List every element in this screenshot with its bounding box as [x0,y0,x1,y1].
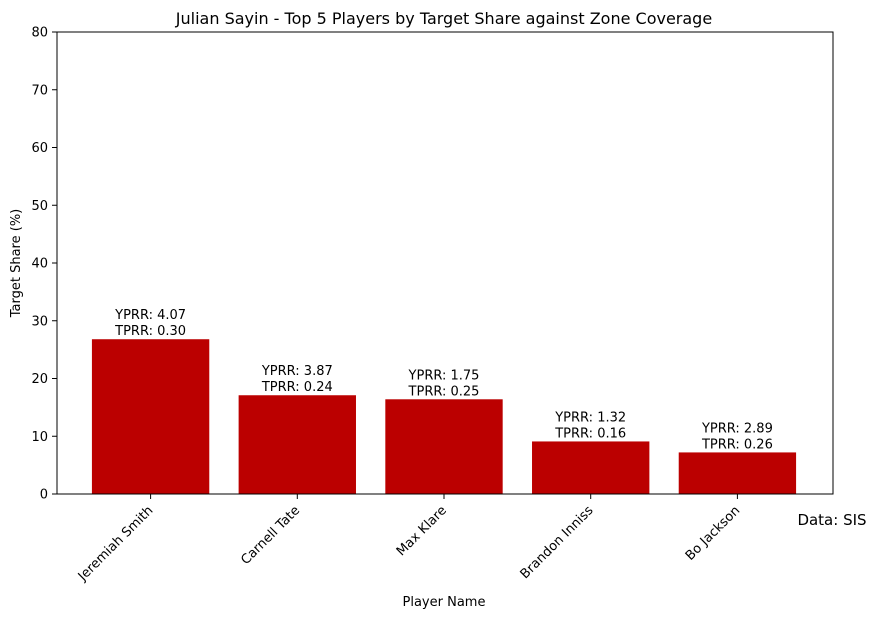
bar [385,399,503,494]
bar-label-yprr: YPRR: 2.89 [701,421,773,436]
y-tick-label: 10 [31,430,48,445]
bar-label-tprr: TPRR: 0.24 [261,380,333,395]
y-tick-label: 0 [40,488,48,503]
chart-title: Julian Sayin - Top 5 Players by Target S… [175,9,712,28]
x-axis-label: Player Name [403,595,486,610]
y-tick-label: 80 [31,26,48,41]
x-tick-label: Bo Jackson [683,503,743,563]
y-tick-label: 50 [31,199,48,214]
y-tick-label: 20 [31,372,48,387]
bar [532,441,650,494]
source-note: Data: SIS [797,511,866,529]
bar [238,395,356,494]
bar-label-tprr: TPRR: 0.30 [114,324,186,339]
x-tick-label: Carnell Tate [238,503,303,568]
y-tick-label: 70 [31,83,48,98]
bar-label-tprr: TPRR: 0.26 [701,437,773,452]
y-axis-label: Target Share (%) [9,209,24,319]
x-axis: Jeremiah Smith Carnell Tate Max Klare Brand… [75,494,743,585]
bar-label-tprr: TPRR: 0.16 [554,426,626,441]
x-tick-label: Max Klare [394,503,450,559]
bar-label-yprr: YPRR: 3.87 [261,364,333,379]
x-tick-label: Brandon Inniss [518,503,597,582]
x-tick-label: Jeremiah Smith [75,503,157,585]
y-tick-label: 30 [31,314,48,329]
bar [678,452,797,494]
bar [91,339,210,494]
bar-label-yprr: YPRR: 1.75 [408,368,480,383]
bar-label-tprr: TPRR: 0.25 [408,384,480,399]
y-axis: 0 10 20 30 40 50 60 70 80 [31,26,57,503]
bar-label-yprr: YPRR: 4.07 [114,308,186,323]
bar-label-yprr: YPRR: 1.32 [554,410,626,425]
y-tick-label: 60 [31,141,48,156]
y-tick-label: 40 [31,257,48,272]
